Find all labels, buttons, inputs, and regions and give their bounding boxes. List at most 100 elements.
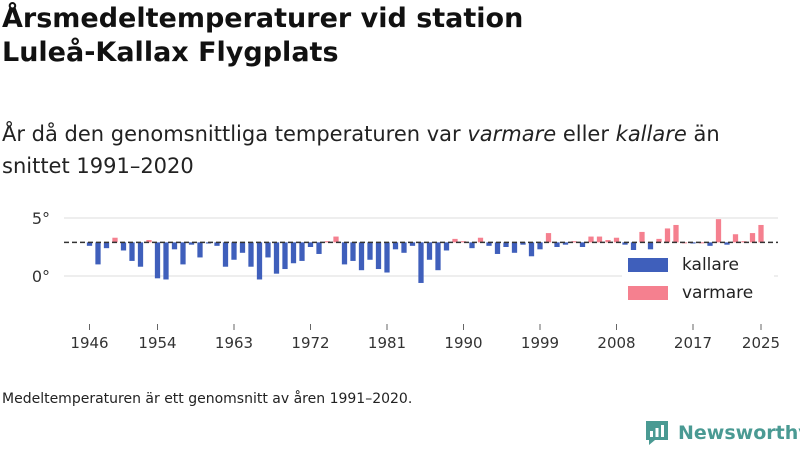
temperature-bar-chart: 0° 5° 1946 1954 1963 1972 1981 1990 1999 2008 2017… bbox=[32, 209, 780, 352]
bar-1979 bbox=[367, 242, 373, 260]
legend-label-kallare: kallare bbox=[682, 255, 739, 275]
bar-1996 bbox=[511, 242, 518, 253]
bar-1984 bbox=[409, 242, 416, 246]
bar-1982 bbox=[392, 242, 399, 250]
bar-2011 bbox=[639, 231, 645, 243]
bar-1958 bbox=[188, 242, 195, 245]
bar-1972 bbox=[307, 242, 314, 247]
subtitle-part-1: År då den genomsnittliga temperaturen va… bbox=[2, 122, 468, 146]
bar-2000 bbox=[545, 233, 552, 243]
bar-1991 bbox=[469, 242, 475, 249]
legend-item-kallare: kallare bbox=[628, 254, 739, 276]
bar-1974 bbox=[324, 241, 331, 243]
bar-2025 bbox=[758, 224, 764, 243]
bar-1988 bbox=[443, 242, 450, 251]
x-tick-label-1999: 1999 bbox=[521, 334, 559, 352]
bar-1967 bbox=[265, 242, 271, 258]
bar-2018 bbox=[698, 242, 705, 244]
bar-1986 bbox=[426, 242, 433, 260]
bar-2005 bbox=[588, 236, 594, 243]
bar-2001 bbox=[554, 242, 560, 247]
x-tick-label-1963: 1963 bbox=[215, 334, 253, 352]
bar-1990 bbox=[460, 241, 467, 243]
bar-1969 bbox=[282, 242, 288, 270]
legend-swatch-kallare bbox=[628, 258, 668, 272]
chart-title-line-2: Luleå-Kallax Flygplats bbox=[2, 37, 339, 68]
bar-1962 bbox=[222, 242, 229, 267]
bar-1947 bbox=[95, 242, 101, 265]
bar-1968 bbox=[273, 242, 280, 274]
bar-1955 bbox=[163, 242, 169, 280]
subtitle-part-3: än bbox=[686, 122, 720, 146]
bar-2013 bbox=[656, 238, 662, 243]
bar-1980 bbox=[375, 242, 382, 270]
bar-1975 bbox=[333, 236, 339, 243]
bar-2008 bbox=[613, 237, 620, 243]
chart-subtitle: År då den genomsnittliga temperaturen va… bbox=[2, 118, 792, 182]
chart-title: Årsmedeltemperaturer vid station Luleå-K… bbox=[2, 2, 523, 70]
legend-label-varmare: varmare bbox=[682, 283, 754, 303]
subtitle-line-2: snittet 1991–2020 bbox=[2, 154, 194, 178]
bar-1965 bbox=[248, 242, 254, 267]
bar-2020 bbox=[715, 219, 722, 243]
legend-item-varmare: varmare bbox=[628, 282, 753, 304]
bar-1954 bbox=[154, 242, 161, 279]
subtitle-varmare: varmare bbox=[467, 122, 557, 146]
bar-1993 bbox=[486, 242, 492, 246]
bar-2002 bbox=[562, 242, 569, 245]
brand-name: Newsworthy bbox=[678, 422, 800, 444]
bar-1987 bbox=[435, 242, 441, 271]
bar-1983 bbox=[401, 242, 407, 253]
x-tick-label-2008: 2008 bbox=[597, 334, 635, 352]
bar-1981 bbox=[384, 242, 390, 273]
bar-1959 bbox=[197, 242, 203, 258]
bar-1970 bbox=[290, 242, 297, 264]
bar-1950 bbox=[120, 242, 127, 251]
bar-1948 bbox=[103, 242, 110, 249]
bar-1956 bbox=[171, 242, 178, 250]
bar-2024 bbox=[749, 233, 756, 243]
subtitle-kallare: kallare bbox=[615, 122, 687, 146]
bar-1976 bbox=[341, 242, 348, 265]
bar-2022 bbox=[732, 234, 739, 243]
bar-2019 bbox=[707, 242, 713, 246]
bar-2014 bbox=[664, 228, 671, 243]
x-tick-label-1990: 1990 bbox=[444, 334, 482, 352]
bar-1977 bbox=[350, 242, 356, 261]
bar-2012 bbox=[647, 242, 654, 250]
newsworthy-brand: Newsworthy bbox=[644, 418, 800, 448]
bar-2009 bbox=[622, 242, 628, 245]
bar-1964 bbox=[239, 242, 246, 253]
x-tick-label-1946: 1946 bbox=[70, 334, 108, 352]
legend-swatch-varmare bbox=[628, 286, 668, 300]
bar-1992 bbox=[477, 237, 484, 243]
bar-1961 bbox=[214, 242, 220, 246]
bar-2007 bbox=[605, 240, 611, 243]
chart-legend: kallare varmare bbox=[622, 250, 774, 308]
bar-1952 bbox=[137, 242, 144, 267]
bar-1957 bbox=[180, 242, 186, 265]
bar-1963 bbox=[231, 242, 237, 260]
bar-1973 bbox=[316, 242, 322, 254]
bar-1985 bbox=[418, 242, 424, 283]
bar-2021 bbox=[724, 242, 730, 245]
bar-1949 bbox=[112, 237, 118, 243]
x-tick-label-1954: 1954 bbox=[138, 334, 176, 352]
bar-1999 bbox=[537, 242, 543, 250]
bar-1998 bbox=[528, 242, 535, 257]
bar-1966 bbox=[256, 242, 263, 280]
bar-1989 bbox=[452, 238, 458, 243]
bar-1946 bbox=[86, 242, 93, 246]
bar-1997 bbox=[520, 242, 526, 245]
bar-1978 bbox=[358, 242, 365, 271]
y-tick-label: 5° bbox=[32, 209, 50, 228]
bar-1971 bbox=[299, 242, 305, 261]
y-tick-label: 0° bbox=[32, 267, 50, 286]
x-tick-label-2017: 2017 bbox=[674, 334, 712, 352]
newsworthy-logo-icon bbox=[646, 421, 668, 445]
bar-2003 bbox=[571, 241, 577, 243]
x-tick-label-1981: 1981 bbox=[368, 334, 406, 352]
bar-1953 bbox=[146, 240, 152, 243]
chart-title-line-1: Årsmedeltemperaturer vid station bbox=[2, 3, 524, 34]
bar-1951 bbox=[129, 242, 135, 261]
